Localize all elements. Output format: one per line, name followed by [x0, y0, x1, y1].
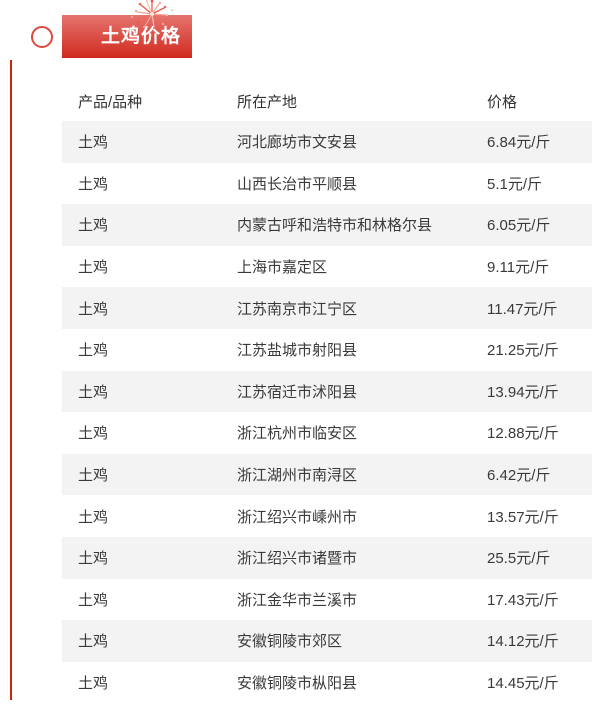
- table-row: 土鸡 安徽铜陵市枞阳县 14.45元/斤: [62, 662, 592, 704]
- cell-origin: 河北廊坊市文安县: [237, 134, 358, 152]
- cell-price: 25.5元/斤: [487, 550, 551, 568]
- cell-origin: 江苏盐城市射阳县: [237, 342, 358, 360]
- firework-icon: [131, 0, 173, 29]
- cell-product: 土鸡: [78, 300, 109, 318]
- price-table: 产品/品种 所在产地 价格 土鸡 河北廊坊市文安县 6.84元/斤 土鸡 山西长…: [62, 85, 592, 703]
- column-header-origin: 所在产地: [237, 94, 298, 111]
- table-row: 土鸡 浙江金华市兰溪市 17.43元/斤: [62, 579, 592, 621]
- cell-product: 土鸡: [78, 591, 109, 609]
- section-badge: 土鸡价格: [62, 15, 192, 58]
- cell-price: 13.94元/斤: [487, 383, 559, 401]
- column-header-product: 产品/品种: [78, 94, 143, 111]
- cell-product: 土鸡: [78, 342, 109, 360]
- table-row: 土鸡 浙江绍兴市诸暨市 25.5元/斤: [62, 536, 592, 579]
- cell-origin: 浙江绍兴市嵊州市: [237, 508, 358, 526]
- cell-origin: 浙江金华市兰溪市: [237, 591, 358, 609]
- cell-origin: 安徽铜陵市枞阳县: [237, 675, 358, 693]
- section-title: 土鸡价格: [100, 26, 181, 47]
- cell-price: 9.11元/斤: [487, 259, 550, 277]
- column-header-price: 价格: [487, 94, 518, 111]
- table-row: 土鸡 内蒙古呼和浩特市和林格尔县 6.05元/斤: [62, 204, 592, 246]
- cell-product: 土鸡: [78, 633, 109, 651]
- cell-price: 21.25元/斤: [487, 342, 559, 360]
- cell-origin: 内蒙古呼和浩特市和林格尔县: [237, 217, 433, 235]
- cell-product: 土鸡: [78, 467, 109, 485]
- cell-price: 14.12元/斤: [487, 633, 559, 651]
- cell-origin: 江苏南京市江宁区: [237, 300, 358, 318]
- table-row: 土鸡 江苏南京市江宁区 11.47元/斤: [62, 287, 592, 329]
- cell-price: 12.88元/斤: [487, 425, 559, 443]
- cell-price: 13.57元/斤: [487, 508, 559, 526]
- cell-price: 6.42元/斤: [487, 467, 551, 485]
- cell-price: 6.05元/斤: [487, 217, 551, 235]
- table-row: 土鸡 江苏宿迁市沭阳县 13.94元/斤: [62, 370, 592, 413]
- cell-price: 6.84元/斤: [487, 134, 551, 152]
- cell-price: 17.43元/斤: [487, 591, 559, 609]
- table-row: 土鸡 浙江杭州市临安区 12.88元/斤: [62, 412, 592, 454]
- table-header: 产品/品种 所在产地 价格: [62, 85, 592, 121]
- cell-price: 11.47元/斤: [487, 300, 558, 318]
- cell-origin: 浙江杭州市临安区: [237, 425, 358, 443]
- cell-origin: 江苏宿迁市沭阳县: [237, 383, 358, 401]
- table-row: 土鸡 山西长治市平顺县 5.1元/斤: [62, 163, 592, 205]
- cell-origin: 山西长治市平顺县: [237, 175, 358, 193]
- circle-marker: [31, 26, 53, 48]
- left-accent-line: [10, 60, 12, 700]
- cell-origin: 上海市嘉定区: [237, 259, 328, 277]
- cell-product: 土鸡: [78, 217, 109, 235]
- cell-price: 14.45元/斤: [487, 675, 559, 693]
- cell-product: 土鸡: [78, 175, 109, 193]
- cell-product: 土鸡: [78, 425, 109, 443]
- table-row: 土鸡 江苏盐城市射阳县 21.25元/斤: [62, 329, 592, 371]
- table-row: 土鸡 上海市嘉定区 9.11元/斤: [62, 246, 592, 288]
- cell-price: 5.1元/斤: [487, 175, 543, 193]
- cell-product: 土鸡: [78, 383, 109, 401]
- cell-product: 土鸡: [78, 134, 109, 152]
- table-row: 土鸡 河北廊坊市文安县 6.84元/斤: [62, 121, 592, 163]
- cell-origin: 浙江湖州市南浔区: [237, 467, 358, 485]
- cell-product: 土鸡: [78, 259, 109, 277]
- table-body: 土鸡 河北廊坊市文安县 6.84元/斤 土鸡 山西长治市平顺县 5.1元/斤 土…: [62, 121, 592, 703]
- table-row: 土鸡 安徽铜陵市郊区 14.12元/斤: [62, 620, 592, 662]
- cell-origin: 浙江绍兴市诸暨市: [237, 550, 358, 568]
- table-row: 土鸡 浙江绍兴市嵊州市 13.57元/斤: [62, 495, 592, 537]
- cell-product: 土鸡: [78, 508, 109, 526]
- cell-origin: 安徽铜陵市郊区: [237, 633, 343, 651]
- table-row: 土鸡 浙江湖州市南浔区 6.42元/斤: [62, 453, 592, 496]
- cell-product: 土鸡: [78, 675, 109, 693]
- cell-product: 土鸡: [78, 550, 109, 568]
